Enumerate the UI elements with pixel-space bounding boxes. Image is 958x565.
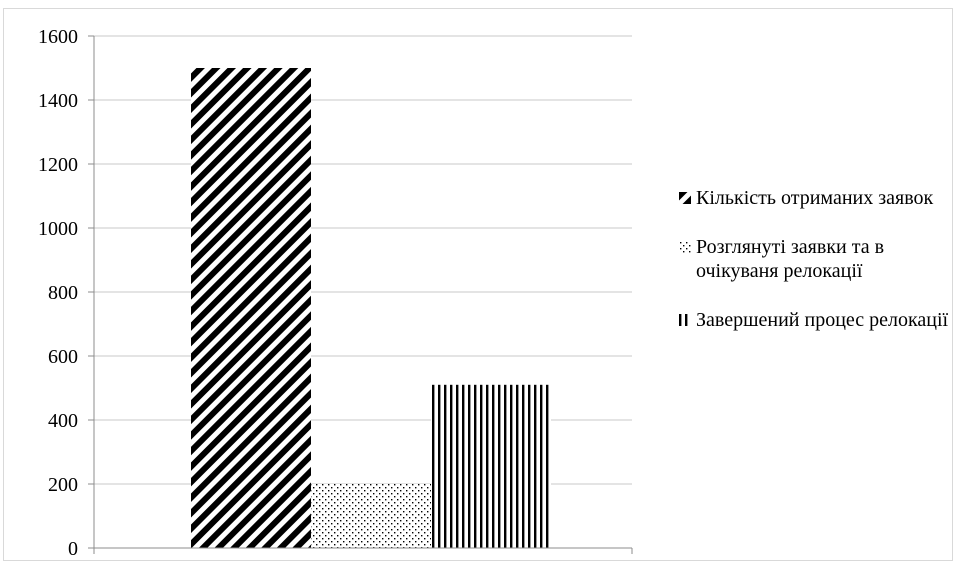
legend: Кількість отриманих заявок Розглянуті за…: [676, 186, 951, 357]
y-tick-label: 1000: [38, 218, 78, 240]
legend-item-reviewed: Розглянуті заявки та в очікуваня релокац…: [676, 235, 951, 283]
y-tick-label: 200: [48, 474, 78, 496]
legend-swatch-diagonal: [679, 192, 691, 204]
legend-label-received: Кількість отриманих заявок: [696, 187, 934, 209]
bar-reviewed-awaiting: [311, 484, 431, 548]
y-tick-label: 1200: [38, 154, 78, 176]
legend-item-completed: Завершений процес релокації: [676, 308, 951, 332]
gridlines: [94, 35, 632, 485]
bar-completed-relocation: [431, 384, 551, 548]
bars: [191, 68, 551, 548]
axes: [93, 36, 633, 554]
y-tick-label: 1600: [38, 26, 78, 48]
y-tick-label: 800: [48, 282, 78, 304]
legend-swatch-vertical: [679, 314, 691, 326]
y-tick-label: 1400: [38, 90, 78, 112]
y-axis-ticks: 0 200 400 600 800 1000 1200 1400 1600: [38, 26, 94, 560]
legend-label-completed: Завершений процес релокації: [696, 309, 949, 331]
legend-label-reviewed: Розглянуті заявки та в очікуваня релокац…: [696, 236, 885, 282]
y-tick-label: 0: [68, 538, 78, 560]
legend-swatch-dots: [679, 241, 691, 253]
y-tick-label: 600: [48, 346, 78, 368]
legend-item-received: Кількість отриманих заявок: [676, 186, 951, 210]
bar-received-applications: [191, 68, 311, 548]
y-tick-label: 400: [48, 410, 78, 432]
